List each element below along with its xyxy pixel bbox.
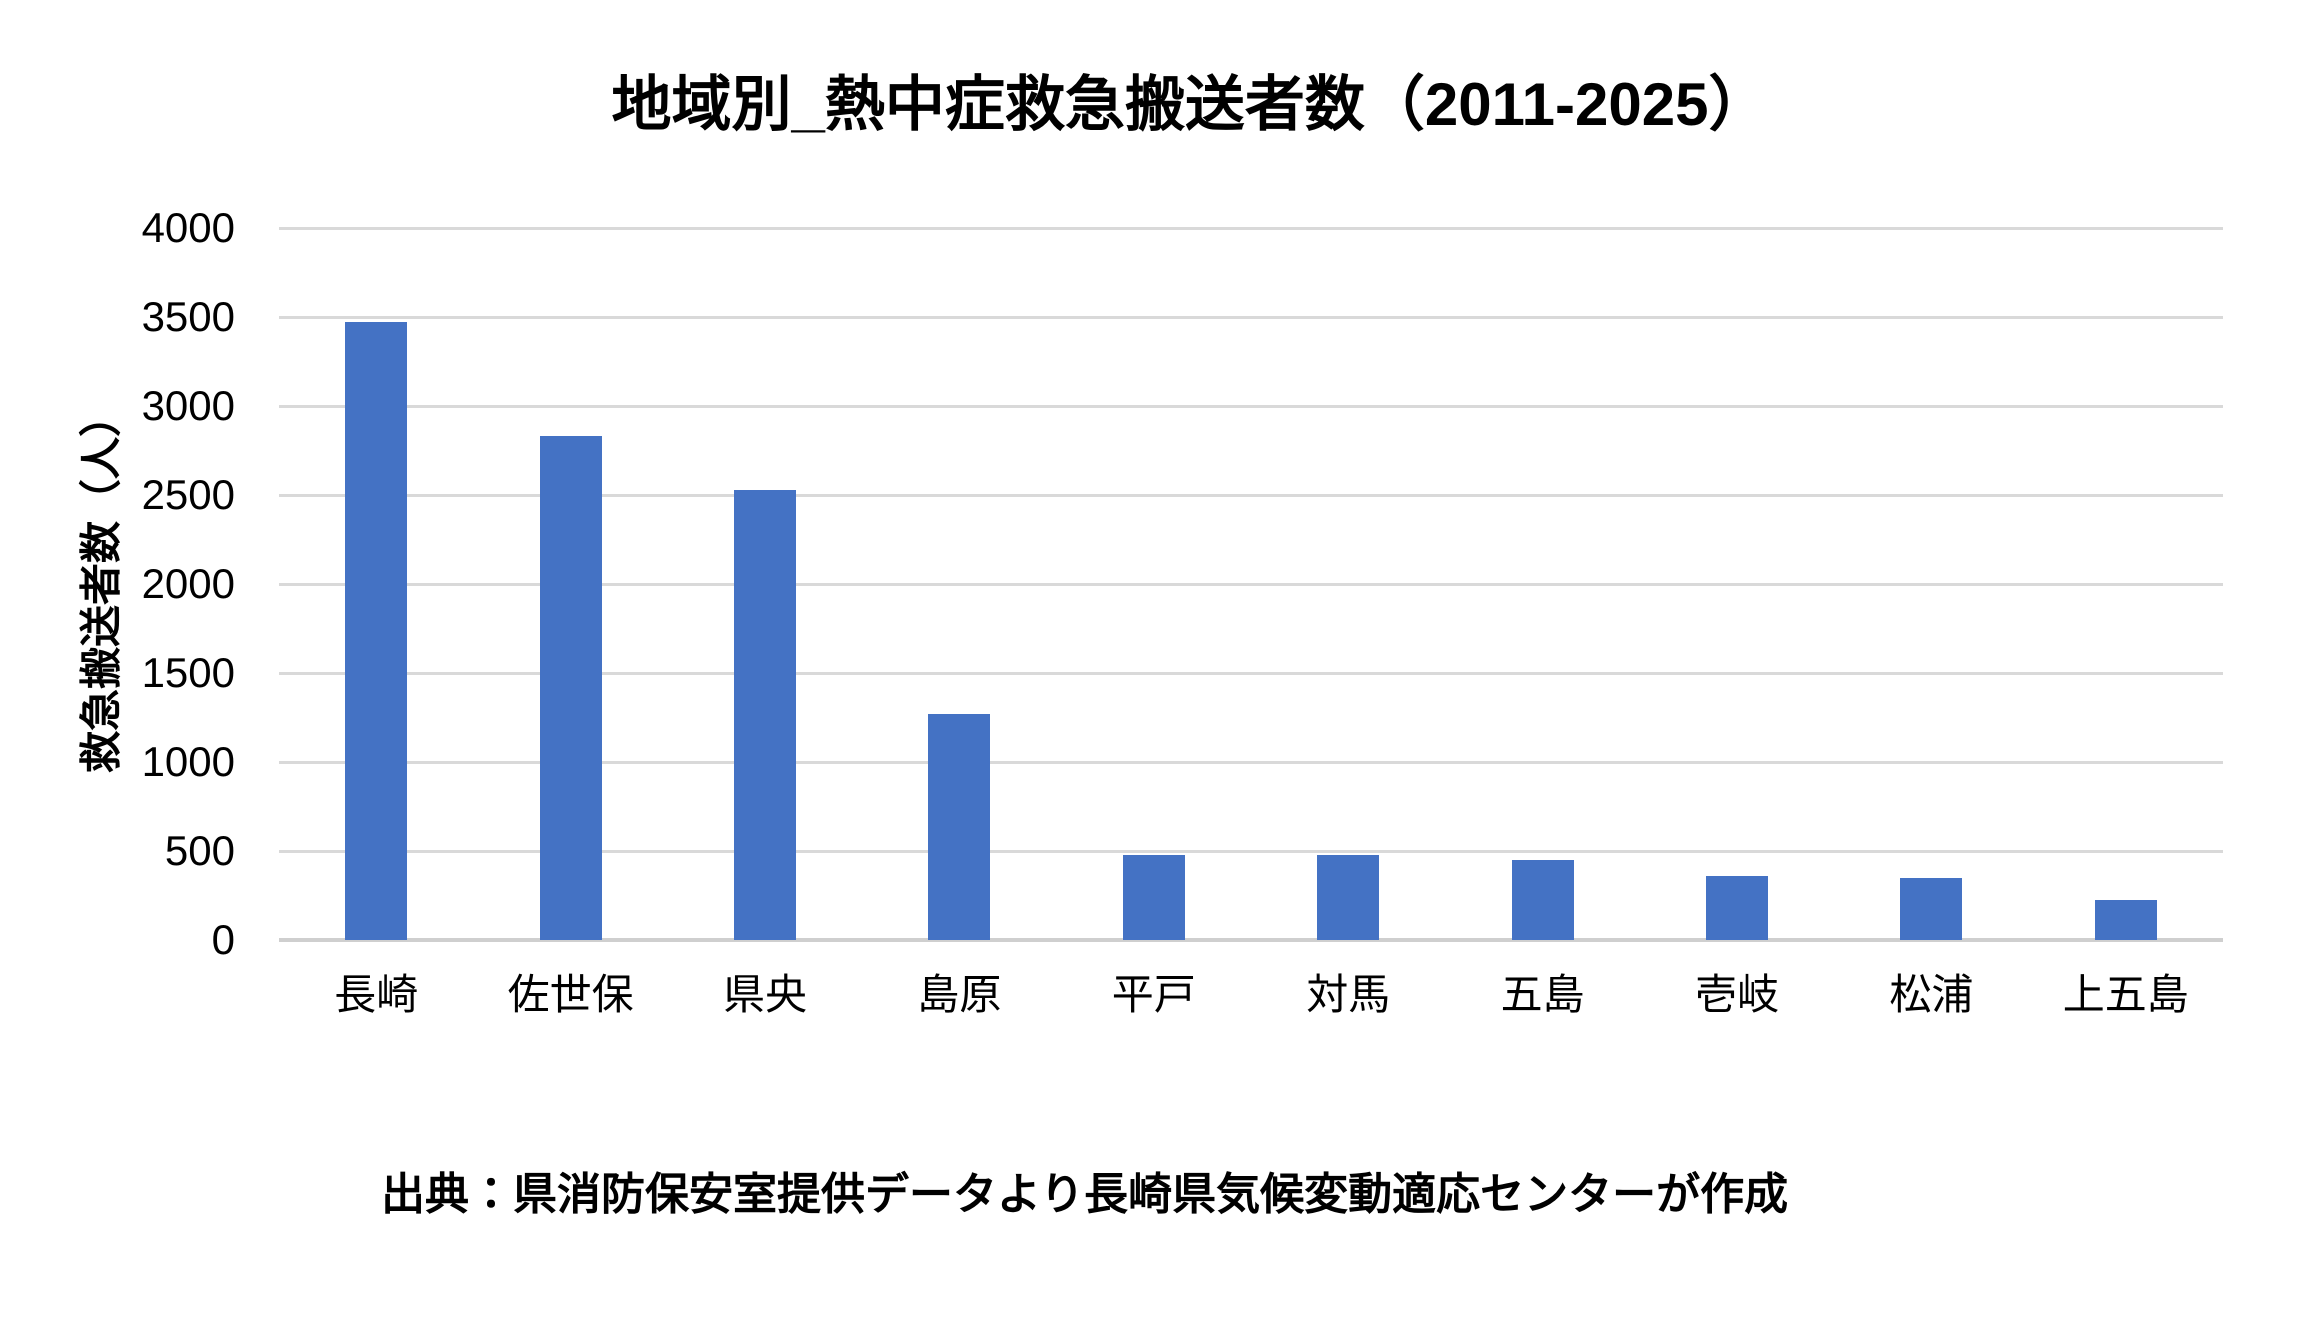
x-category-label-壱岐: 壱岐	[1694, 971, 1779, 1018]
bar-佐世保	[539, 436, 602, 940]
bar-長崎	[345, 322, 408, 940]
gridline-1500	[279, 671, 2223, 675]
y-tick-label-3500: 3500	[141, 293, 235, 340]
y-tick-label-1500: 1500	[141, 649, 235, 696]
bar-松浦	[1900, 877, 1963, 940]
bar-島原	[928, 713, 991, 940]
bar-平戸	[1122, 854, 1185, 940]
gridline-2000	[279, 582, 2223, 586]
x-category-label-対馬: 対馬	[1306, 971, 1391, 1018]
y-tick-label-1000: 1000	[141, 738, 235, 785]
y-tick-label-2000: 2000	[141, 560, 235, 607]
x-category-label-佐世保: 佐世保	[507, 971, 634, 1018]
gridline-3000	[279, 404, 2223, 408]
bar-対馬	[1317, 854, 1380, 940]
bar-五島	[1511, 859, 1574, 940]
x-category-label-平戸: 平戸	[1111, 971, 1196, 1018]
y-tick-label-3000: 3000	[141, 382, 235, 429]
x-category-label-松浦: 松浦	[1889, 971, 1974, 1018]
bar-上五島	[2094, 899, 2157, 940]
x-category-label-長崎: 長崎	[334, 971, 419, 1018]
gridline-3500	[279, 315, 2223, 319]
y-tick-label-2500: 2500	[141, 471, 235, 518]
gridline-4000	[279, 226, 2223, 230]
gridline-500	[279, 849, 2223, 853]
gridline-2500	[279, 493, 2223, 497]
y-tick-label-4000: 4000	[141, 204, 235, 251]
x-axis-line	[279, 938, 2223, 942]
x-category-label-上五島: 上五島	[2062, 971, 2189, 1018]
x-category-label-島原: 島原	[917, 971, 1002, 1018]
gridline-1000	[279, 760, 2223, 764]
source-note: 出典：県消防保安室提供データより長崎県気候変動適応センターが作成	[381, 1170, 1789, 1219]
chart-title: 地域別_熱中症救急搬送者数（2011-2025）	[611, 71, 1769, 138]
bar-壱岐	[1706, 875, 1768, 940]
y-tick-label-0: 0	[211, 916, 235, 963]
x-category-label-五島: 五島	[1500, 971, 1585, 1018]
x-category-label-県央: 県央	[722, 971, 807, 1018]
plot-area: 長崎 佐世保 県央 島原 平戸 対馬 五島 壱岐 松浦 上五島	[279, 226, 2223, 1018]
bar-県央	[734, 489, 796, 940]
y-tick-label-500: 500	[164, 827, 235, 874]
